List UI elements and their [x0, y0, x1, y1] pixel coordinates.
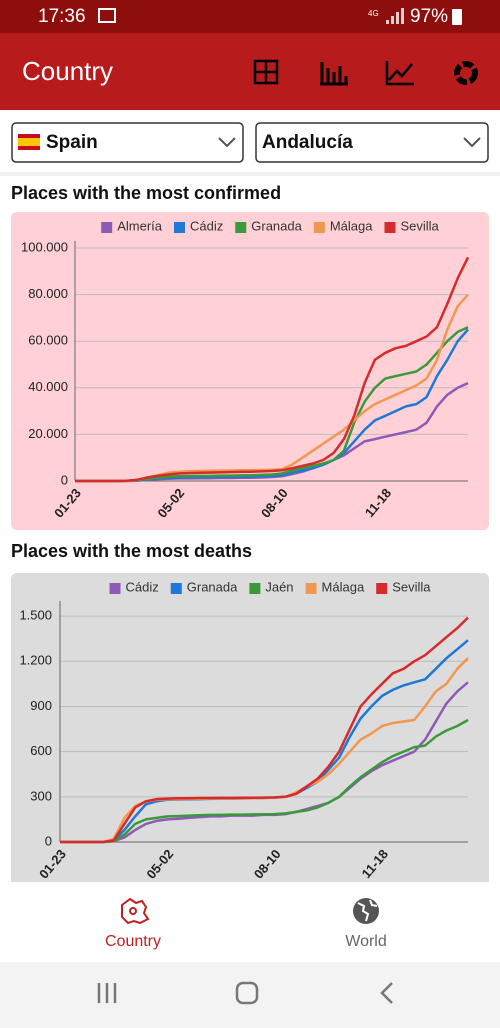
bottom-nav: Country World	[0, 882, 500, 962]
legend-swatch	[313, 222, 325, 233]
world-detail	[357, 899, 378, 922]
back-button[interactable]	[380, 982, 393, 1004]
y-tick-label: 80.000	[28, 286, 68, 301]
nav-country[interactable]: Country	[105, 897, 161, 950]
bar-chart-icon[interactable]	[320, 62, 348, 86]
legend-label: Cádiz	[190, 218, 223, 233]
legend-swatch	[305, 583, 317, 594]
legend-swatch	[235, 222, 247, 233]
y-tick-label: 0	[45, 833, 52, 848]
recent-button[interactable]	[97, 983, 117, 1003]
y-tick-label: 0	[61, 472, 68, 487]
charts: Places with the most confirmed 0 20.000 40.…	[11, 183, 489, 913]
chart-title: Places with the most deaths	[11, 541, 252, 561]
legend-label: Málaga	[322, 579, 365, 594]
flag-red	[18, 146, 40, 150]
region-selector[interactable]: Andalucía	[255, 122, 489, 163]
legend-label: Sevilla	[392, 579, 431, 594]
legend-label: Málaga	[330, 218, 373, 233]
legend-label: Jaén	[265, 579, 293, 594]
y-tick-label: 60.000	[28, 333, 68, 348]
legend-swatch	[376, 583, 388, 594]
country-icon	[121, 897, 150, 925]
series-line	[60, 718, 469, 844]
chart-title: Places with the most confirmed	[11, 183, 281, 203]
legend-label: Almería	[117, 218, 163, 233]
nav-world[interactable]: World	[345, 898, 387, 950]
pie-chart-icon[interactable]	[454, 61, 478, 85]
y-tick-label: 300	[30, 788, 52, 803]
table-icon[interactable]	[253, 59, 279, 85]
y-tick-label: 40.000	[28, 379, 68, 394]
legend-label: Cádiz	[126, 579, 159, 594]
chart: Places with the most deaths 0 300 600 900 1.2…	[11, 541, 489, 913]
battery-level: 97%	[410, 6, 448, 27]
home-button[interactable]	[235, 981, 259, 1005]
y-tick-label: 1.200	[19, 653, 52, 668]
dropdown-arrow	[463, 137, 481, 148]
y-tick-label: 600	[30, 743, 52, 758]
flag-yellow	[18, 138, 40, 146]
legend-swatch	[101, 222, 113, 233]
network-type: 4G	[368, 9, 379, 18]
country-selector[interactable]: Spain	[11, 122, 244, 163]
bottom-nav-bg	[0, 882, 500, 962]
selector-box[interactable]	[11, 122, 244, 163]
divider	[0, 172, 500, 176]
country-value: Spain	[46, 132, 98, 153]
line-chart-icon[interactable]	[385, 61, 414, 86]
nav-label: World	[345, 933, 387, 950]
legend-swatch	[384, 222, 396, 233]
app-title: Country	[22, 56, 113, 86]
legend-swatch	[174, 222, 186, 233]
chart: Places with the most confirmed 0 20.000 40.…	[11, 183, 489, 530]
signal-icon	[386, 8, 404, 24]
status-bar	[0, 0, 500, 33]
system-nav	[0, 962, 500, 1028]
selector-box[interactable]	[255, 122, 489, 163]
legend-swatch	[249, 583, 261, 594]
series-line	[75, 256, 470, 483]
legend-label: Granada	[251, 218, 302, 233]
pin	[129, 907, 137, 915]
legend-swatch	[109, 583, 121, 594]
y-tick-label: 1.500	[19, 608, 52, 623]
status-time: 17:36	[38, 6, 86, 27]
legend-label: Sevilla	[400, 218, 439, 233]
battery-icon	[452, 9, 462, 25]
chart-background	[11, 573, 489, 913]
legend: Cádiz Granada Jaén Málaga Sevilla	[109, 579, 431, 594]
app-bar	[0, 33, 500, 110]
y-tick-label: 900	[30, 698, 52, 713]
legend-label: Granada	[187, 579, 238, 594]
flag-red	[18, 134, 40, 138]
y-tick-label: 20.000	[28, 426, 68, 441]
legend-swatch	[170, 583, 182, 594]
gallery-icon	[98, 8, 116, 23]
legend: Almería Cádiz Granada Málaga Sevilla	[101, 218, 440, 233]
chart-background	[11, 212, 489, 530]
dropdown-arrow	[218, 137, 236, 148]
nav-label: Country	[105, 933, 161, 950]
y-tick-label: 100.000	[21, 239, 68, 254]
region-value: Andalucía	[262, 132, 353, 153]
series-line	[60, 616, 469, 844]
